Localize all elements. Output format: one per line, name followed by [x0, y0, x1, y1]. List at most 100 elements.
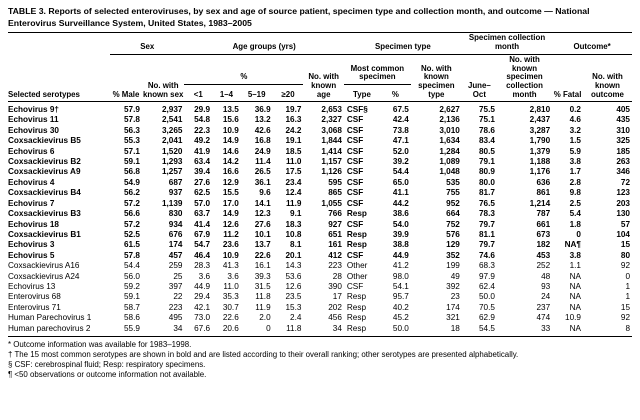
table-row: Enterovirus 71 58.7 223 42.1 30.7 11.9 15.3 202…	[8, 302, 632, 312]
cell-age-1-4: 10.9	[222, 250, 239, 260]
cell-n-month: 24	[541, 292, 551, 302]
cell-n-sex: 676	[168, 229, 183, 239]
cell-specimen-type: CSF	[346, 136, 364, 146]
cell-n-age: 28	[332, 271, 342, 281]
cell-n-month: 1,790	[529, 136, 551, 146]
cell-serotype: Echovirus 13	[8, 282, 56, 292]
cell-n-month: 3,287	[529, 125, 551, 135]
cell-pct-male: 56.2	[123, 188, 140, 198]
cell-n-sex: 397	[168, 282, 183, 292]
table-row: Coxsackievirus B5 55.3 2,041 49.2 14.9 16.8 19…	[8, 136, 632, 146]
cell-n-age: 651	[328, 229, 342, 239]
cell-n-specimen: 752	[446, 219, 460, 229]
cell-n-age: 595	[328, 177, 342, 187]
cell-june-oct-pct: 81.7	[478, 188, 495, 198]
cell-specimen-type: Resp	[346, 302, 367, 312]
cell-n-outcome: 104	[616, 229, 630, 239]
cell-n-outcome: 80	[620, 250, 630, 260]
table-row: Echovirus 13 59.2 397 44.9 11.0 31.5 12.6 390 CS…	[8, 282, 632, 292]
cell-specimen-type: CSF	[346, 156, 364, 166]
cell-pct-fatal: 10.9	[565, 313, 581, 323]
group-header-age-groups: Age groups (yrs)	[184, 32, 344, 55]
cell-n-month: 1,176	[529, 167, 551, 177]
cell-june-oct-pct: 75.1	[478, 115, 495, 125]
cell-pct-fatal: 3.8	[569, 156, 581, 166]
cell-age-1-4: 14.9	[222, 209, 239, 219]
cell-june-oct-pct: 70.5	[478, 302, 495, 312]
cell-pct-fatal: 2.5	[569, 198, 581, 208]
cell-age-5-19: 13.7	[254, 240, 271, 250]
cell-n-outcome: 72	[620, 177, 630, 187]
cell-specimen-type: CSF	[346, 115, 364, 125]
cell-n-age: 17	[332, 292, 342, 302]
col-header-n-sex: No. with known sex	[143, 81, 184, 100]
cell-serotype: Echovirus 9†	[8, 101, 111, 115]
cell-specimen-pct: 42.4	[392, 115, 409, 125]
table-row: Coxsackievirus B3 56.6 830 63.7 14.9 12.3 9.1 7…	[8, 209, 632, 219]
cell-n-outcome: 346	[616, 167, 630, 177]
cell-pct-fatal: 1.8	[569, 219, 581, 229]
cell-n-outcome: 92	[620, 261, 630, 271]
cell-june-oct-pct: 79.7	[478, 219, 495, 229]
cell-specimen-type: Resp	[343, 323, 381, 337]
cell-n-sex: 2,937	[141, 101, 185, 115]
cell-pct-fatal: 1.7	[569, 167, 581, 177]
cell-age-5-19: 16.8	[254, 136, 271, 146]
cell-age-lt1: 41.9	[194, 146, 211, 156]
cell-serotype: Coxsackievirus B2	[8, 156, 81, 166]
cell-pct-male: 55.9	[110, 323, 142, 337]
cell-specimen-pct: 52.0	[392, 146, 409, 156]
cell-june-oct-pct: 62.9	[478, 313, 495, 323]
col-header-n-age: No. with known age	[308, 72, 339, 100]
cell-pct-fatal: 1.1	[569, 261, 581, 271]
cell-pct-male: 59.2	[123, 282, 140, 292]
table-header: Selected serotypes Sex Age groups (yrs) …	[8, 32, 632, 102]
cell-n-specimen: 952	[446, 198, 460, 208]
cell-n-specimen: 755	[446, 188, 460, 198]
cell-n-age: 766	[328, 209, 342, 219]
cell-n-age: 390	[328, 282, 342, 292]
table-row: Echovirus 4 54.9 687 27.6 12.9 36.1 23.4 595 CSF…	[8, 177, 632, 187]
cell-age-1-4: 16.6	[222, 167, 239, 177]
enterovirus-table: Selected serotypes Sex Age groups (yrs) …	[8, 32, 632, 337]
cell-pct-fatal: NA	[569, 282, 581, 292]
cell-pct-male: 57.8	[123, 115, 140, 125]
cell-n-sex: 495	[168, 313, 183, 323]
cell-specimen-pct: 38.6	[392, 209, 409, 219]
cell-pct-male: 52.5	[123, 229, 140, 239]
cell-n-outcome: 57	[620, 219, 630, 229]
cell-age-5-19: 0	[240, 323, 273, 337]
table-row: Echovirus 18 57.2 934 41.4 12.6 27.6 18.3 927 CS…	[8, 219, 632, 229]
cell-pct-male: 54.4	[123, 261, 140, 271]
cell-age-ge20: 8.1	[290, 240, 302, 250]
group-header-sex: Sex	[110, 32, 185, 55]
cell-specimen-pct: 54.0	[392, 219, 409, 229]
cell-june-oct-pct: 75.5	[461, 101, 497, 115]
cell-n-age: 1,844	[321, 136, 342, 146]
cell-pct-male: 61.5	[123, 240, 140, 250]
col-header-pct-fatal: % Fatal	[553, 90, 582, 100]
cell-n-month: 237	[536, 302, 551, 312]
cell-n-outcome: 1	[625, 282, 630, 292]
cell-age-lt1: 63.7	[194, 209, 211, 219]
col-header-age-lt1: <1	[193, 90, 203, 100]
table-row: Echovirus 7 57.2 1,139 57.0 17.0 14.1 11.9 1,05…	[8, 198, 632, 208]
cell-age-1-4: 23.6	[222, 240, 239, 250]
table-row: Coxsackievirus A9 56.8 1,257 39.4 16.6 26.5 17…	[8, 167, 632, 177]
cell-specimen-pct: 54.4	[392, 167, 409, 177]
cell-age-ge20: 24.2	[285, 125, 302, 135]
table-row: Coxsackievirus A16 54.4 259 28.3 41.3 16.1 14.…	[8, 261, 632, 271]
cell-specimen-pct: 47.1	[392, 136, 409, 146]
cell-n-age: 865	[328, 188, 342, 198]
cell-age-ge20: 19.1	[285, 136, 302, 146]
cell-age-lt1: 57.0	[194, 198, 211, 208]
cell-serotype: Echovirus 30	[8, 125, 59, 135]
cell-n-age: 1,157	[321, 156, 342, 166]
cell-age-lt1: 46.4	[194, 250, 211, 260]
cell-june-oct-pct: 78.3	[478, 209, 495, 219]
col-header-selected-serotypes: Selected serotypes	[8, 90, 80, 100]
cell-june-oct-pct: 54.5	[461, 323, 497, 337]
cell-pct-fatal: 2.8	[569, 177, 581, 187]
cell-n-outcome: 130	[616, 209, 630, 219]
cell-serotype: Coxsackievirus B3	[8, 209, 81, 219]
